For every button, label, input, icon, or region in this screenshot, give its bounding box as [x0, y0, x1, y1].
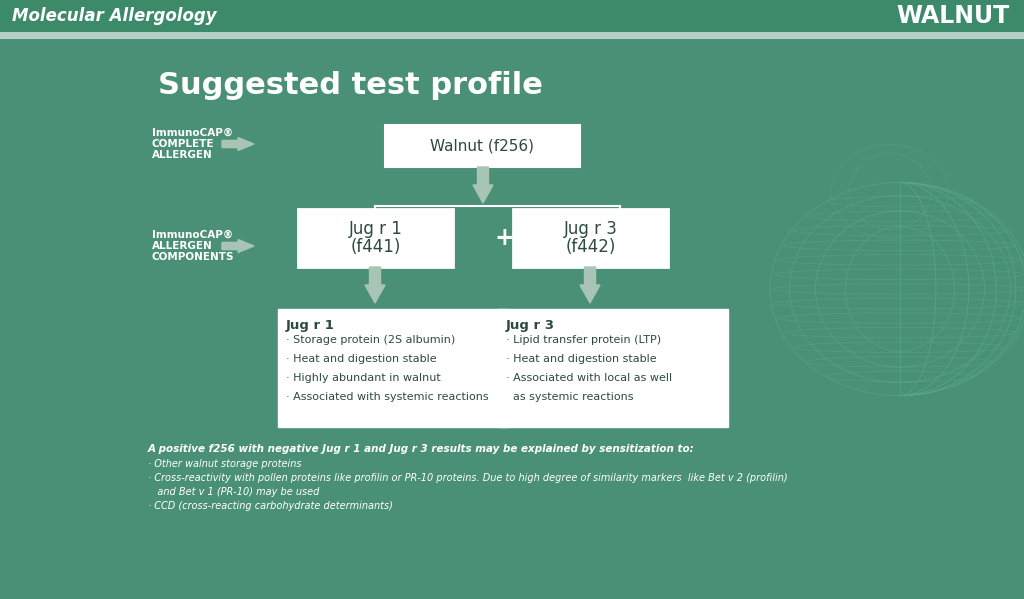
Text: ALLERGEN: ALLERGEN [152, 241, 213, 251]
FancyBboxPatch shape [278, 309, 508, 427]
Text: Jug r 1: Jug r 1 [348, 220, 402, 238]
Text: · Associated with systemic reactions: · Associated with systemic reactions [286, 392, 488, 402]
Text: Jug r 1: Jug r 1 [286, 319, 335, 332]
Polygon shape [365, 267, 385, 303]
Text: Suggested test profile: Suggested test profile [158, 71, 543, 100]
Text: ImmunoCAP®: ImmunoCAP® [152, 230, 233, 240]
Text: Molecular Allergology: Molecular Allergology [12, 7, 217, 25]
Polygon shape [473, 167, 493, 203]
FancyBboxPatch shape [498, 309, 728, 427]
Text: · Other walnut storage proteins: · Other walnut storage proteins [148, 459, 301, 469]
Text: Walnut (f256): Walnut (f256) [430, 138, 535, 153]
Text: COMPLETE: COMPLETE [152, 139, 214, 149]
Text: A positive f256 with negative Jug r 1 and Jug r 3 results may be explained by se: A positive f256 with negative Jug r 1 an… [148, 444, 694, 454]
Text: +: + [495, 226, 514, 250]
FancyBboxPatch shape [298, 209, 453, 267]
Text: · Highly abundant in walnut: · Highly abundant in walnut [286, 373, 440, 383]
Text: and Bet v 1 (PR-10) may be used: and Bet v 1 (PR-10) may be used [148, 487, 319, 497]
Text: · Cross-reactivity with pollen proteins like profilin or PR-10 proteins. Due to : · Cross-reactivity with pollen proteins … [148, 473, 787, 483]
Text: as systemic reactions: as systemic reactions [506, 392, 634, 402]
Text: (f441): (f441) [350, 238, 400, 256]
Text: COMPONENTS: COMPONENTS [152, 252, 234, 262]
FancyBboxPatch shape [385, 125, 580, 167]
Text: WALNUT: WALNUT [897, 4, 1010, 28]
Text: · Heat and digestion stable: · Heat and digestion stable [506, 354, 656, 364]
Polygon shape [222, 138, 254, 150]
Text: · CCD (cross-reacting carbohydrate determinants): · CCD (cross-reacting carbohydrate deter… [148, 501, 393, 511]
Text: Jug r 3: Jug r 3 [506, 319, 555, 332]
Text: · Storage protein (2S albumin): · Storage protein (2S albumin) [286, 335, 456, 345]
Text: · Associated with local as well: · Associated with local as well [506, 373, 672, 383]
FancyBboxPatch shape [0, 0, 1024, 32]
Text: ImmunoCAP®: ImmunoCAP® [152, 128, 233, 138]
Text: Jug r 3: Jug r 3 [563, 220, 617, 238]
FancyBboxPatch shape [0, 32, 1024, 39]
Text: ALLERGEN: ALLERGEN [152, 150, 213, 160]
Polygon shape [222, 240, 254, 253]
Text: · Heat and digestion stable: · Heat and digestion stable [286, 354, 436, 364]
Polygon shape [580, 267, 600, 303]
FancyBboxPatch shape [513, 209, 668, 267]
Text: (f442): (f442) [565, 238, 615, 256]
Text: · Lipid transfer protein (LTP): · Lipid transfer protein (LTP) [506, 335, 662, 345]
